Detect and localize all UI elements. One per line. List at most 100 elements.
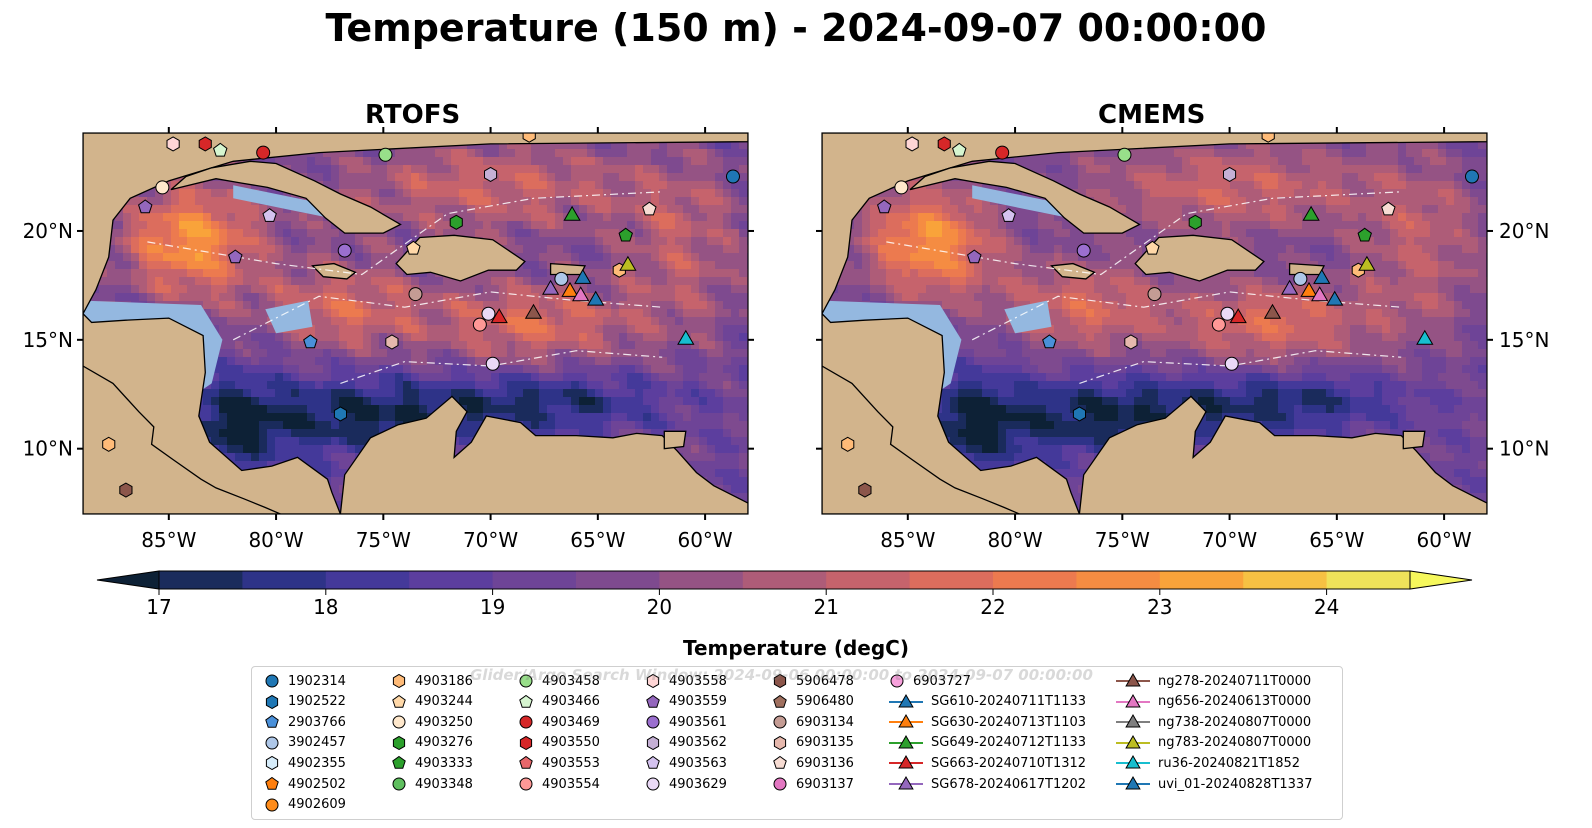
colorbar-bin [242,571,327,589]
legend-entry: 2903766 [264,712,346,732]
legend-shape [265,736,279,750]
land [1288,262,1326,276]
platform-marker [256,145,271,160]
land [822,133,1487,315]
legend-shape [519,715,533,729]
colorbar-bin [1159,571,1244,589]
legend-entry: 4903250 [391,712,473,732]
colorbar-label: Temperature (degC) [683,636,909,660]
colorbar-bin [909,571,994,589]
legend-label: 6903136 [796,755,854,771]
platform-marker [1293,271,1308,286]
glider-marker [563,205,581,221]
legend-shape [773,715,787,729]
legend-label: 4903469 [542,714,600,730]
legend-entry: 4903561 [645,712,727,732]
legend-marker [889,693,923,708]
x-tick-label: 65°W [1309,528,1364,552]
colorbar-frame [158,570,1411,590]
platform-marker [408,287,423,302]
legend-triangle [898,734,914,749]
glider-marker [561,281,579,297]
legend-marker [890,674,904,688]
legend-shape [646,756,660,770]
legend-entry: 1902522 [264,692,346,712]
map-frame [82,132,749,515]
legend-label: 4903550 [542,735,600,751]
platform-marker [1220,306,1235,321]
panel-title-rtofs: RTOFS [365,100,461,130]
platform-marker [1124,334,1138,350]
shallow-water [1004,300,1052,334]
platform-marker [877,199,892,214]
legend-entry: ng783-20240807T0000 [1116,733,1311,753]
platform-marker [472,317,487,332]
legend-marker [1116,734,1150,749]
legend-marker [889,775,923,790]
legend-entry: ng738-20240807T0000 [1116,712,1311,732]
legend-shape [265,694,279,709]
glider-marker [1263,303,1282,319]
platform-marker [725,169,740,184]
legend-marker [392,673,406,689]
legend-shape [646,673,660,689]
glider-marker [677,329,695,345]
land [395,234,526,282]
legend-marker [1116,714,1150,728]
colorbar-tick-label: 24 [1314,595,1339,619]
colorbar-bin [993,571,1077,589]
land [1050,262,1096,280]
legend-marker [889,734,923,749]
glider-marker [1313,268,1331,284]
colorbar-tick-label: 19 [480,595,505,619]
legend-entry: 4902609 [264,795,346,815]
legend-label: 6903137 [796,776,854,792]
legend-marker [265,674,279,688]
platform-marker [102,436,116,452]
platform-marker [213,142,228,157]
legend-marker [519,694,533,708]
glider-marker [572,286,590,302]
map-frame [821,132,1488,515]
legend-entry: 4903333 [391,753,473,773]
legend-entry: SG678-20240617T1202 [889,774,1086,794]
platform-marker [841,436,855,452]
glider-marker [490,308,508,324]
legend-entry: 6903727 [889,671,971,691]
legend-entry: 1902314 [264,671,346,691]
y-tick-label: 15°N [23,328,73,352]
x-tick-label: 70°W [1202,528,1257,552]
legend-triangle [898,714,914,728]
glider-marker [1416,329,1434,345]
legend-label: ng738-20240807T0000 [1158,714,1312,730]
legend-shape [392,735,406,750]
legend-label: 2903766 [288,714,346,730]
legend-shape [392,777,406,791]
legend-label: 4903186 [415,673,473,689]
legend-entry: 4903559 [645,692,727,712]
colorbar-tick-label: 21 [813,595,838,619]
legend-label: 4902355 [288,755,346,771]
legend-marker [646,735,660,750]
legend-label: 4903244 [415,694,473,710]
glider-marker [574,268,592,284]
legend-label: SG649-20240712T1133 [931,735,1087,751]
legend-marker [773,673,787,689]
legend-label: 4902502 [288,776,346,792]
platform-marker [1261,133,1275,143]
x-tick-label: 60°W [1416,528,1471,552]
legend-shape [773,756,787,770]
glider-marker [619,255,637,271]
platform-marker [1145,240,1160,255]
legend-label: 6903135 [796,735,854,751]
x-tick-label: 85°W [880,528,935,552]
colorbar-bin [159,571,243,589]
colorbar-bin [576,571,660,589]
platform-marker [262,208,277,222]
legend-shape [392,756,406,770]
legend-triangle [1125,693,1141,708]
glider-marker [1326,290,1344,306]
x-tick-label: 80°W [248,528,303,552]
legend-label: 4903276 [415,735,473,751]
legend-entry: 6903135 [772,733,854,753]
